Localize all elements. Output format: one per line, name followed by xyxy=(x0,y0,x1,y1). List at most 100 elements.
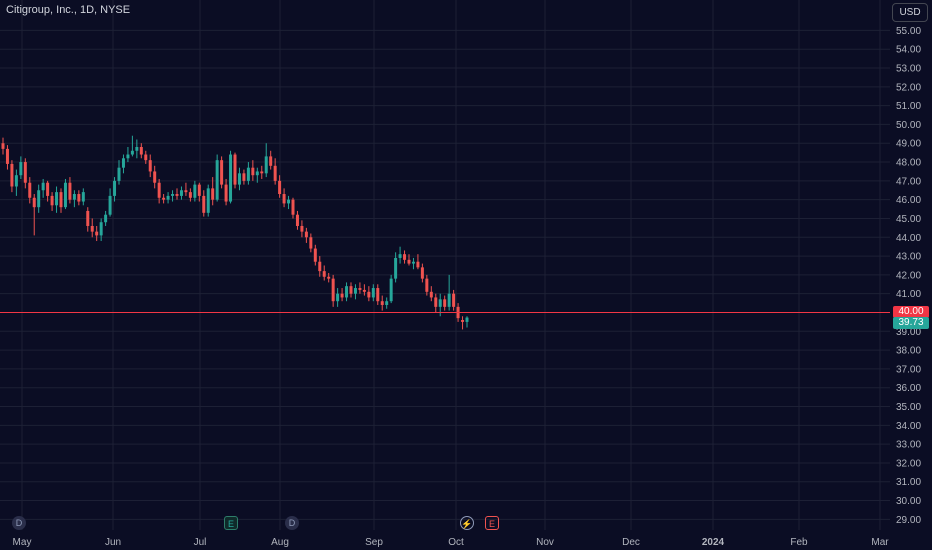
candle xyxy=(389,274,393,304)
candle-body xyxy=(273,165,277,181)
candle xyxy=(23,158,27,189)
candle-body xyxy=(349,286,353,294)
candle xyxy=(349,282,353,298)
candle xyxy=(113,177,117,202)
candle xyxy=(452,289,456,311)
candle-body xyxy=(184,190,188,193)
candle xyxy=(465,316,469,328)
candle xyxy=(367,286,371,302)
candle-body xyxy=(246,167,250,181)
candle xyxy=(157,178,161,204)
candle-body xyxy=(157,182,161,198)
candle-body xyxy=(345,286,349,298)
candle-body xyxy=(385,301,389,305)
candle xyxy=(403,250,407,264)
candle-body xyxy=(331,278,335,302)
candle-body xyxy=(206,188,210,213)
candle xyxy=(1,137,5,155)
x-tick-label: Mar xyxy=(871,537,889,548)
candle-body xyxy=(14,175,18,187)
split-event-icon[interactable]: ⚡ xyxy=(460,516,474,530)
x-tick-label: Dec xyxy=(622,537,640,548)
candle-body xyxy=(362,289,366,292)
candle xyxy=(81,188,85,206)
candle xyxy=(68,177,72,204)
candle xyxy=(104,210,108,226)
candle xyxy=(304,227,308,243)
y-tick-label: 52.00 xyxy=(896,82,921,93)
price-axis[interactable]: 29.00 30.00 31.00 32.00 33.00 34.00 35.00 36.00… xyxy=(890,0,932,550)
candle-body xyxy=(443,299,447,307)
upcoming-earnings-icon[interactable]: E xyxy=(485,516,499,530)
candle xyxy=(46,180,50,202)
candle-body xyxy=(367,291,371,298)
currency-button[interactable]: USD xyxy=(892,3,928,22)
candle-body xyxy=(23,162,27,183)
candle-body xyxy=(104,214,108,223)
candle xyxy=(331,274,335,307)
candle-body xyxy=(175,194,179,196)
candle xyxy=(313,244,317,266)
candle-body xyxy=(376,288,380,302)
x-tick-label: Feb xyxy=(790,537,808,548)
candle xyxy=(144,150,148,164)
candle-body xyxy=(434,297,438,307)
candle-body xyxy=(121,158,125,168)
candle-body xyxy=(41,182,45,191)
candle-body xyxy=(237,173,241,185)
candle xyxy=(5,145,9,170)
time-axis[interactable]: May Jun Jul Aug Sep Oct Nov Dec 2024 Feb Mar xyxy=(13,537,890,548)
candle xyxy=(242,169,246,185)
candle xyxy=(59,188,63,213)
dividend-event-icon[interactable]: D xyxy=(285,516,299,530)
candle xyxy=(72,190,76,208)
candle xyxy=(166,192,170,204)
candles xyxy=(1,135,469,330)
candle xyxy=(211,177,215,206)
y-tick-label: 42.00 xyxy=(896,270,921,281)
candle-body xyxy=(278,180,282,195)
candle xyxy=(291,197,295,219)
candle-body xyxy=(50,195,54,206)
candle-body xyxy=(300,225,304,232)
candle-body xyxy=(416,261,420,268)
earnings-event-icon[interactable]: E xyxy=(224,516,238,530)
candle-body xyxy=(291,199,295,215)
chart-title: Citigroup, Inc., 1D, NYSE xyxy=(6,4,131,16)
candle xyxy=(322,265,326,281)
candle-body xyxy=(295,214,299,226)
candle-body xyxy=(220,160,224,185)
candle xyxy=(55,186,59,213)
candle xyxy=(380,295,384,311)
candle-body xyxy=(452,293,456,307)
candle-body xyxy=(304,231,308,238)
y-tick-label: 31.00 xyxy=(896,477,921,488)
grid-lines xyxy=(0,0,890,530)
y-tick-label: 55.00 xyxy=(896,26,921,37)
dividend-event-icon[interactable]: D xyxy=(12,516,26,530)
candle xyxy=(336,288,340,307)
candle-body xyxy=(242,173,246,181)
y-tick-label: 36.00 xyxy=(896,383,921,394)
candle xyxy=(420,263,424,283)
price-axis-bg xyxy=(890,0,932,550)
candle-body xyxy=(113,180,117,196)
candle xyxy=(41,178,45,198)
candle xyxy=(255,167,259,183)
candle-body xyxy=(358,288,362,290)
candle xyxy=(447,274,451,311)
candle xyxy=(264,143,268,178)
y-tick-label: 45.00 xyxy=(896,214,921,225)
candle xyxy=(224,178,228,206)
candle-body xyxy=(117,167,121,181)
candle-body xyxy=(229,154,233,202)
y-tick-label: 37.00 xyxy=(896,364,921,375)
candle xyxy=(77,190,81,206)
candle xyxy=(188,188,192,202)
y-tick-label: 49.00 xyxy=(896,139,921,150)
y-tick-label: 34.00 xyxy=(896,421,921,432)
y-tick-label: 47.00 xyxy=(896,176,921,187)
candle-body xyxy=(447,293,451,307)
